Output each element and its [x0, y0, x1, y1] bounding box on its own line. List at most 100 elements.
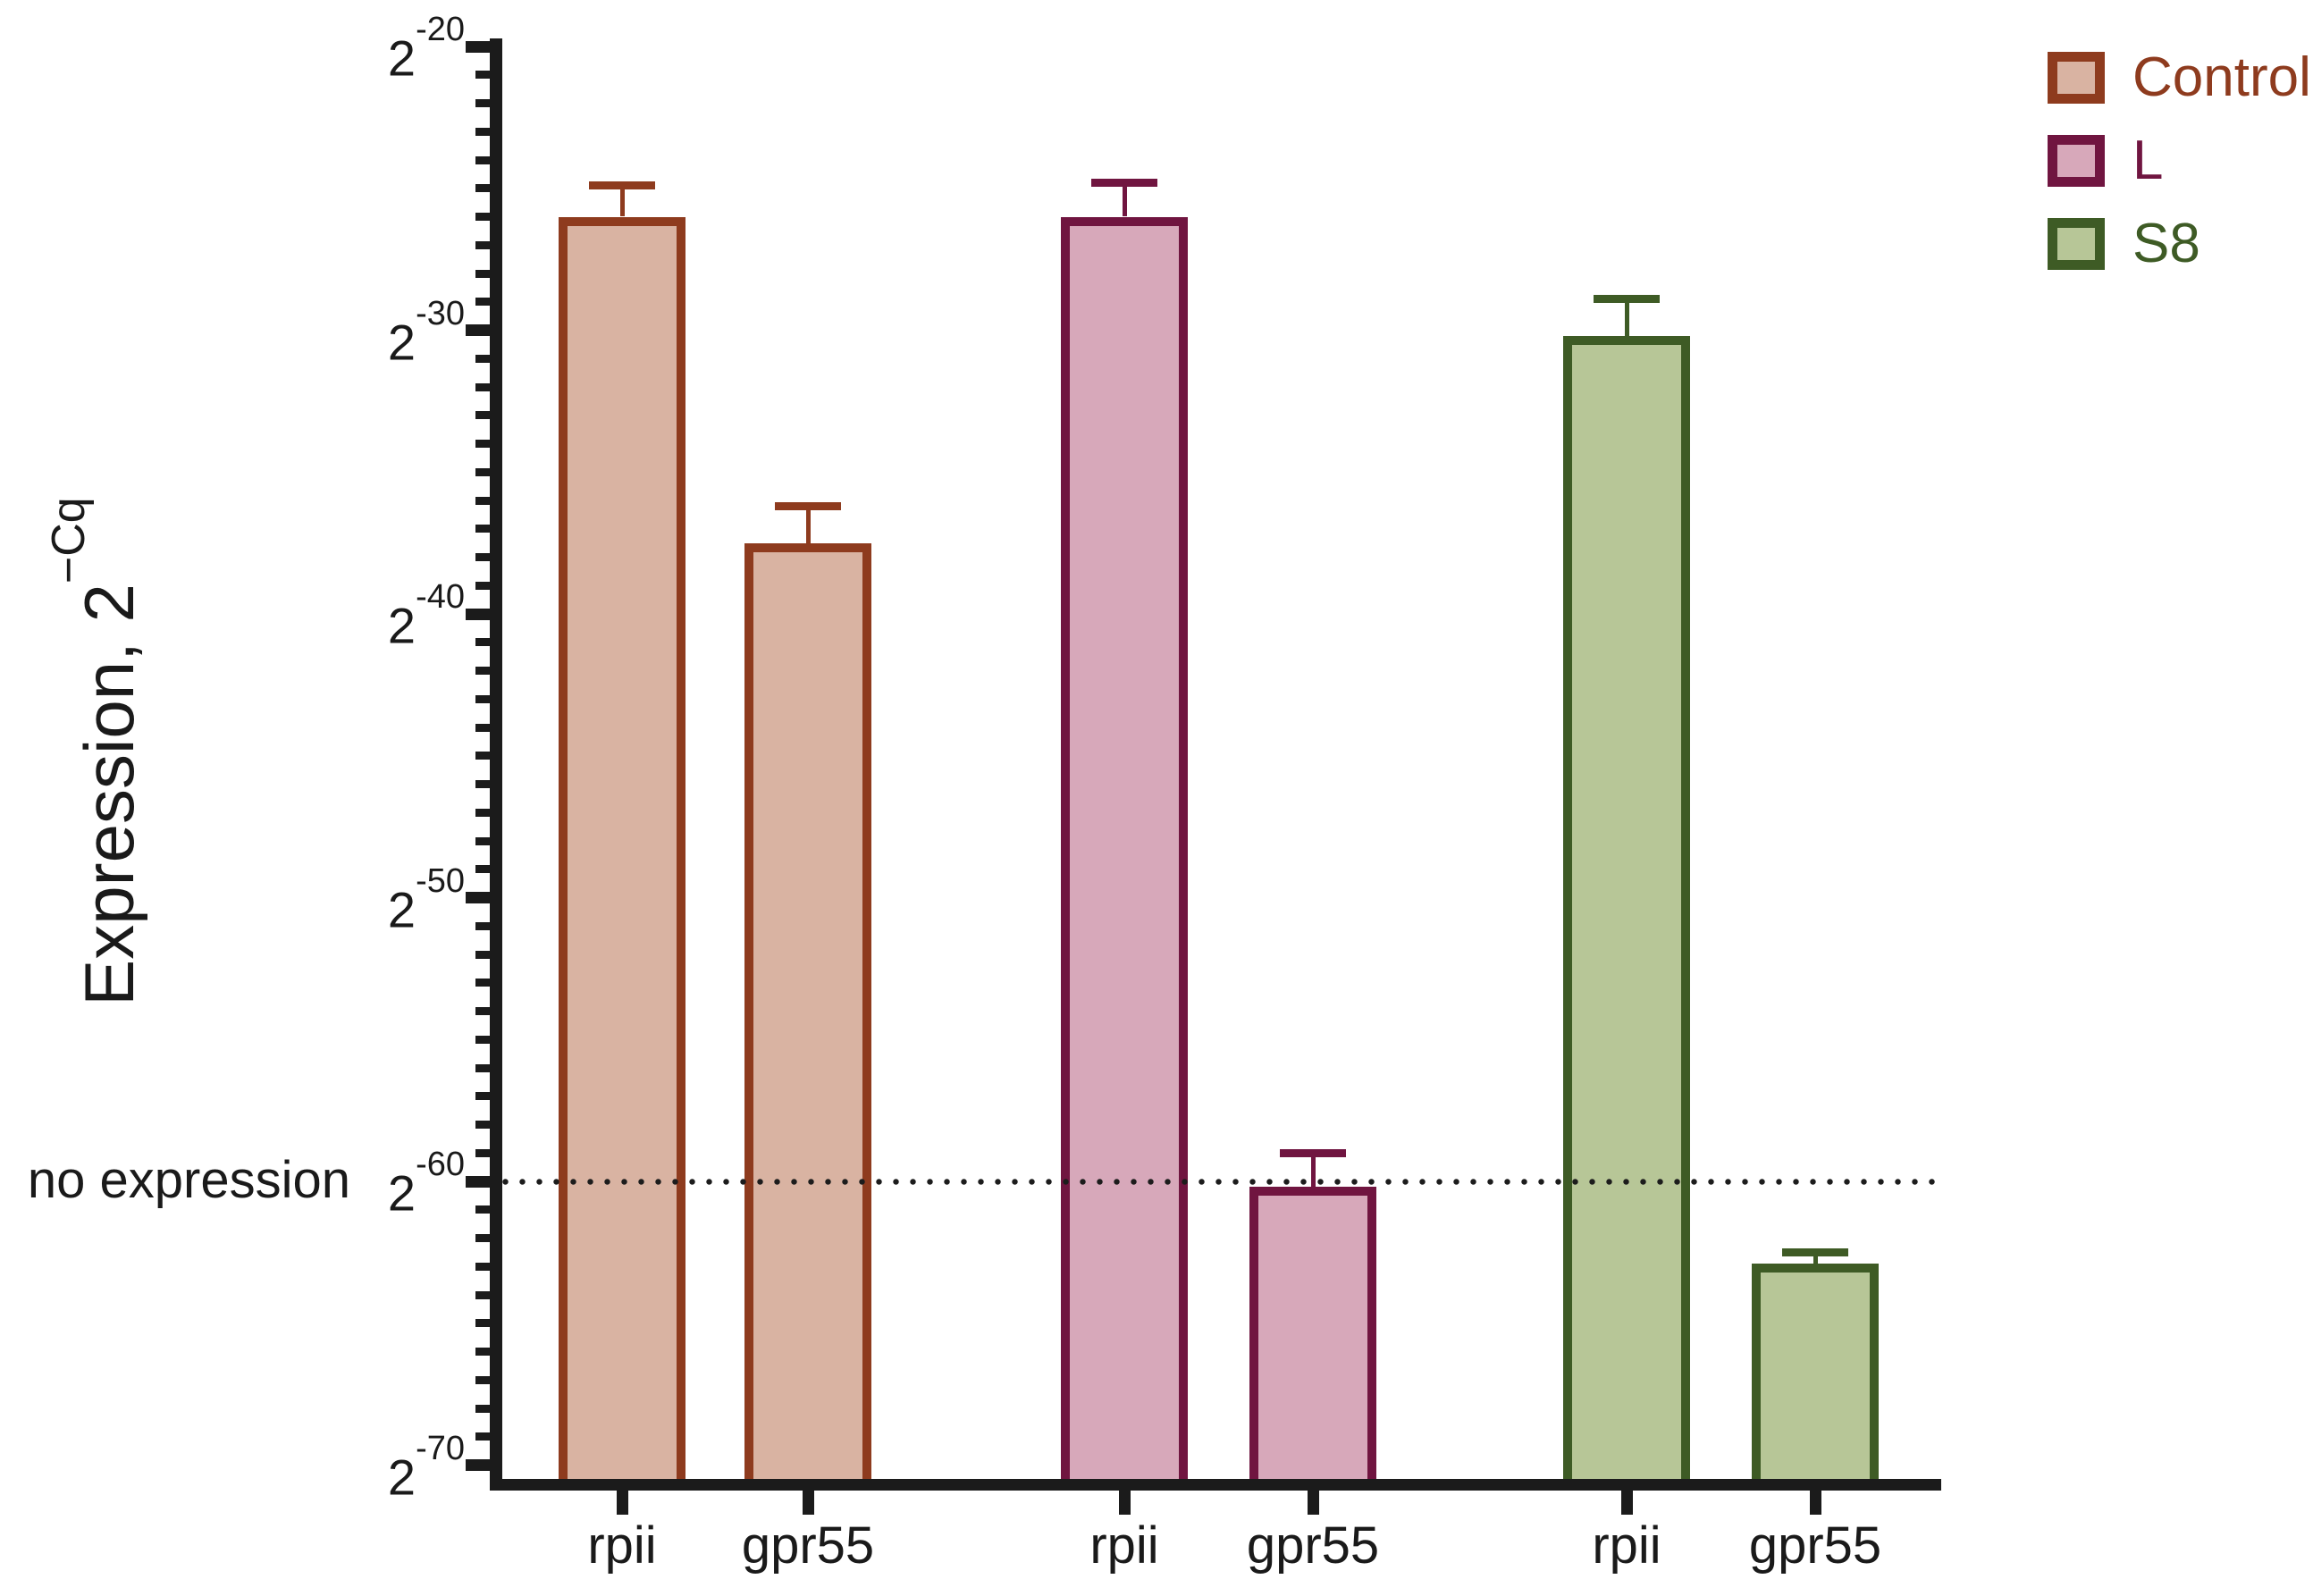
y-major-tick: [466, 1459, 490, 1471]
x-tick: [616, 1491, 628, 1515]
y-minor-tick: [475, 269, 490, 278]
y-tick-label: 2-50: [387, 861, 465, 938]
y-minor-tick: [475, 71, 490, 80]
y-minor-tick: [475, 1092, 490, 1101]
y-minor-tick: [475, 950, 490, 959]
legend-item-l: L: [2048, 130, 2311, 191]
y-minor-tick: [475, 1319, 490, 1328]
legend-swatch-control: [2048, 52, 2105, 104]
y-minor-tick: [475, 1205, 490, 1214]
y-minor-tick: [475, 667, 490, 675]
y-minor-tick: [475, 1063, 490, 1072]
bar-control-rpii: [559, 216, 685, 1483]
y-minor-tick: [475, 155, 490, 164]
no-expression-threshold-line: [502, 1178, 1941, 1185]
error-bar-cap: [1280, 1148, 1346, 1157]
legend-item-s8: S8: [2048, 216, 2311, 272]
y-minor-tick: [475, 1035, 490, 1044]
x-tick: [1620, 1491, 1633, 1515]
y-major-tick: [466, 608, 490, 620]
y-minor-tick: [475, 99, 490, 107]
y-minor-tick: [475, 213, 490, 221]
y-minor-tick: [475, 1262, 490, 1271]
x-category-label: rpii: [587, 1516, 657, 1575]
y-minor-tick: [475, 553, 490, 561]
legend-item-control: Control: [2048, 46, 2311, 108]
y-minor-tick: [475, 1121, 490, 1129]
bar-l-gpr55: [1249, 1187, 1376, 1483]
y-tick-label: 2-70: [387, 1429, 465, 1506]
error-bar-cap: [1091, 178, 1157, 187]
x-tick: [1307, 1491, 1319, 1515]
x-tick: [1809, 1491, 1821, 1515]
legend-label-l: L: [2132, 130, 2164, 191]
y-minor-tick: [475, 411, 490, 420]
error-bar-stem: [1813, 1252, 1818, 1264]
y-minor-tick: [475, 1290, 490, 1299]
y-minor-tick: [475, 1234, 490, 1242]
y-minor-tick: [475, 1348, 490, 1356]
y-minor-tick: [475, 865, 490, 874]
error-bar-cap: [775, 501, 841, 510]
y-minor-tick: [475, 723, 490, 732]
error-bar-stem: [619, 185, 625, 217]
no-expression-label: no expression: [27, 1151, 350, 1209]
error-bar-cap: [1594, 295, 1660, 304]
legend-swatch-l: [2048, 135, 2105, 187]
x-axis-line: [490, 1479, 1941, 1491]
bar-control-gpr55: [744, 542, 871, 1483]
y-minor-tick: [475, 780, 490, 788]
error-bar-cap: [1782, 1247, 1848, 1256]
y-minor-tick: [475, 979, 490, 987]
y-tick-label: 2-60: [387, 1146, 465, 1222]
y-minor-tick: [475, 836, 490, 845]
error-bar-stem: [1624, 298, 1629, 336]
y-minor-tick: [475, 1148, 490, 1157]
y-minor-tick: [475, 240, 490, 249]
y-minor-tick: [475, 638, 490, 647]
y-minor-tick: [475, 752, 490, 760]
x-category-label: rpii: [1592, 1516, 1661, 1575]
y-tick-label: 2-40: [387, 578, 465, 654]
y-minor-tick: [475, 581, 490, 590]
y-major-tick: [466, 324, 490, 336]
legend: Control L S8: [2048, 46, 2311, 301]
error-bar-stem: [1122, 182, 1127, 217]
legend-swatch-s8: [2048, 218, 2105, 270]
y-minor-tick: [475, 525, 490, 533]
y-axis-line: [490, 38, 502, 1491]
y-minor-tick: [475, 808, 490, 817]
x-category-label: gpr55: [1246, 1516, 1380, 1575]
y-minor-tick: [475, 298, 490, 307]
y-minor-tick: [475, 382, 490, 391]
y-axis-title-exponent: −Cq: [43, 497, 95, 584]
bar-s8-gpr55: [1752, 1264, 1879, 1483]
y-tick-label: 2-20: [387, 11, 465, 87]
bar-l-rpii: [1061, 216, 1188, 1483]
y-minor-tick: [475, 1432, 490, 1441]
y-axis-title-main: Expression, 2: [70, 584, 148, 1006]
error-bar-stem: [805, 506, 811, 543]
y-minor-tick: [475, 921, 490, 930]
y-major-tick: [466, 892, 490, 903]
legend-label-control: Control: [2132, 46, 2311, 108]
y-minor-tick: [475, 184, 490, 193]
y-minor-tick: [475, 694, 490, 703]
y-major-tick: [466, 40, 490, 53]
x-category-label: gpr55: [741, 1516, 875, 1575]
y-minor-tick: [475, 354, 490, 363]
y-tick-label: 2-30: [387, 294, 465, 371]
x-tick: [802, 1491, 814, 1515]
error-bar-cap: [589, 181, 655, 190]
y-minor-tick: [475, 1404, 490, 1413]
y-minor-tick: [475, 467, 490, 476]
x-category-label: gpr55: [1748, 1516, 1882, 1575]
x-category-label: rpii: [1089, 1516, 1159, 1575]
y-minor-tick: [475, 1007, 490, 1015]
y-minor-tick: [475, 1375, 490, 1384]
y-minor-tick: [475, 127, 490, 136]
y-axis-title: Expression, 2−Cq: [43, 305, 148, 1198]
y-minor-tick: [475, 496, 490, 505]
y-major-tick: [466, 1175, 490, 1188]
